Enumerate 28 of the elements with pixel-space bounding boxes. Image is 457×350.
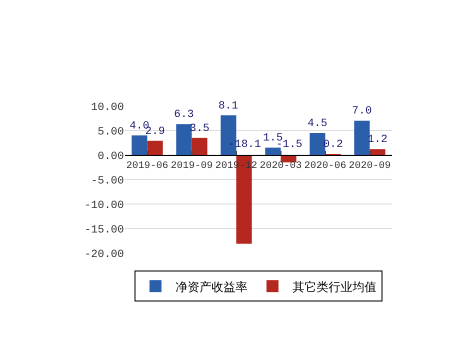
y-tick-label: 5.00 (98, 126, 124, 138)
bar (192, 138, 208, 155)
bar (310, 132, 326, 155)
y-tick-label: -20.00 (84, 248, 124, 261)
bar (147, 140, 163, 155)
data-label: 4.5 (308, 118, 328, 130)
y-tick-label: -15.00 (84, 224, 124, 236)
bar (132, 135, 148, 155)
y-tick-label: 0.00 (98, 150, 124, 163)
x-tick-label: 2020-03 (260, 161, 302, 172)
x-tick-label: 2019-09 (170, 161, 213, 172)
data-label: 2.9 (145, 126, 165, 138)
bar (370, 149, 386, 155)
y-tick-label: -5.00 (90, 175, 124, 188)
bar (354, 120, 370, 155)
bar (265, 148, 281, 155)
y-tick-label: 10.00 (90, 102, 124, 114)
legend-label: 净资产收益率 (176, 280, 248, 294)
bar (176, 124, 192, 155)
x-tick-label: 2020-06 (304, 161, 346, 172)
data-label: 7.0 (352, 106, 372, 118)
x-tick-label: 2020-09 (348, 161, 391, 172)
y-tick-label: -10.00 (84, 200, 124, 212)
data-label: 8.1 (218, 100, 239, 112)
x-tick-label: 2019-06 (126, 161, 168, 172)
data-label: -1.5 (276, 139, 302, 151)
data-label: 6.3 (174, 109, 194, 122)
legend-label: 其它类行业均值 (292, 280, 376, 294)
